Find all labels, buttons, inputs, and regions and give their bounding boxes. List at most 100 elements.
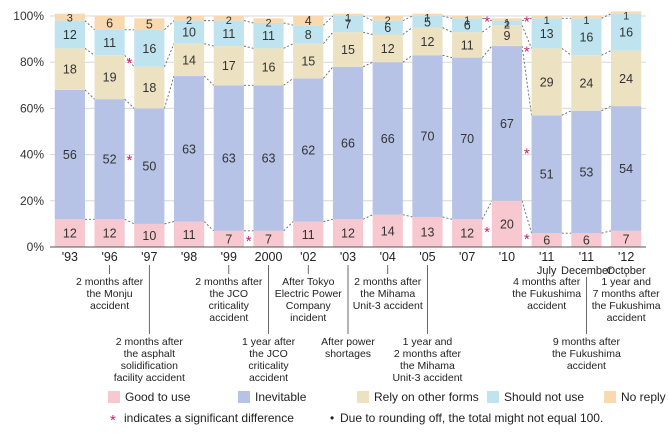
connector-line: [481, 200, 493, 220]
data-label: 52: [103, 153, 117, 167]
bar-stack: 7 54 24 16 1: [611, 10, 642, 247]
data-label: 66: [341, 137, 355, 151]
bar-segment: [571, 16, 602, 19]
event-annotation-line: incident: [290, 312, 326, 324]
bar-stack: 6 53 24 16 1: [571, 15, 602, 248]
connector-line: [442, 15, 453, 19]
data-label: 63: [222, 152, 236, 166]
event-annotation-line: shortages: [325, 348, 371, 360]
connector-line: [164, 20, 175, 31]
data-label: 12: [103, 227, 117, 241]
data-label: 12: [421, 35, 435, 49]
legend-label: Should not use: [504, 390, 584, 404]
event-annotation-line: 2 months after: [195, 276, 263, 288]
bar-segment: [54, 219, 85, 247]
event-annotation-line: 9 months after: [553, 336, 621, 348]
significance-marks: * * * * * * * * *: [127, 14, 530, 250]
data-label: 50: [142, 160, 156, 174]
data-label: 11: [183, 228, 196, 242]
x-tick-sublabel: July: [537, 265, 557, 277]
bar-stack: 12 70 11 61: [452, 15, 483, 247]
connector-line: [283, 22, 294, 26]
x-tick-label: '05: [419, 250, 435, 264]
x-tick-label: '98: [181, 250, 197, 264]
bar-segment: [293, 221, 324, 247]
connector-line: [402, 27, 413, 35]
event-annotation-line: 1 year after: [242, 336, 296, 348]
connector-line: [362, 214, 373, 220]
data-label: 17: [222, 59, 236, 73]
event-annotation-line: After power: [321, 336, 375, 348]
legend-label: Inevitable: [255, 390, 307, 404]
event-annotation-line: Electric Power: [275, 288, 343, 300]
data-label: 16: [579, 30, 593, 44]
bar-segment: [173, 221, 205, 247]
bar-segment: [412, 27, 443, 56]
bar-segment: [253, 22, 284, 49]
bar-segment: [213, 16, 244, 21]
legend: Good to use Inevitable Rely on other forms…: [108, 390, 666, 404]
data-label: 11: [222, 27, 235, 41]
event-annotation-line: accident: [567, 360, 606, 372]
bar-segment: [611, 13, 642, 51]
data-label: 70: [460, 132, 474, 146]
data-label: 7: [623, 232, 630, 246]
bar-segment: [491, 46, 523, 201]
data-label: 7: [345, 18, 352, 32]
event-annotation-line: 2 months after: [116, 336, 184, 348]
connector-line: [243, 45, 254, 49]
data-label: 18: [63, 63, 77, 77]
bar-segment: [293, 25, 324, 44]
bar-segment: [491, 20, 523, 26]
event-annotation-line: accident: [607, 312, 646, 324]
event-annotation-line: After Tokyo: [282, 276, 334, 288]
significance-asterisk: *: [127, 152, 133, 169]
bar-segment: [253, 18, 284, 23]
connector-line: [362, 31, 373, 35]
event-annotation-line: the JCO: [210, 288, 249, 300]
connector-line: [442, 216, 453, 220]
bar-stack: 12 52 19 11 6: [94, 16, 125, 247]
bar-segment: [94, 99, 125, 220]
event-annotation-line: accident: [209, 312, 248, 324]
data-label: 56: [63, 148, 77, 162]
bar-segment: [213, 85, 244, 231]
y-tick-label: 0%: [27, 240, 45, 254]
significance-asterisk: *: [127, 55, 133, 72]
bar-segment: [452, 57, 483, 220]
event-annotation-line: facility accident: [114, 372, 185, 384]
bar-segment: [571, 18, 602, 56]
event-annotation-line: 4 months after: [513, 276, 581, 288]
data-label: 6: [464, 19, 471, 33]
y-tick-label: 40%: [20, 148, 44, 162]
y-axis: 0% 20% 40% 60% 80% 100%: [13, 9, 646, 254]
bar-segment: [571, 55, 602, 111]
bar-segment: [372, 214, 403, 247]
connector-line: [601, 230, 612, 234]
bar-segment: [134, 29, 165, 67]
x-tick-label: '96: [101, 250, 117, 264]
event-annotation-line: 1 year and: [403, 336, 453, 348]
bar-segment: [253, 85, 284, 231]
bar-segment: [372, 34, 403, 63]
bar-segment: [134, 66, 165, 109]
bar-segment: [332, 219, 364, 247]
bar-segment: [54, 48, 85, 90]
bar-segment: [94, 29, 125, 56]
connector-line: [402, 214, 413, 218]
bar-segment: [54, 13, 85, 21]
data-label: 7: [265, 232, 272, 246]
data-label: 2: [504, 20, 510, 32]
event-annotation-line: the Mihama: [400, 360, 455, 372]
bar-segment: [611, 106, 642, 231]
bar-stack: 14 66 12 62: [372, 15, 403, 247]
data-label: 15: [341, 43, 355, 57]
connector-line: [283, 43, 294, 49]
bar-segment: [372, 20, 403, 35]
connector-line: [164, 221, 175, 225]
event-annotation-line: the Fukushima: [552, 348, 621, 360]
connector-line: [561, 47, 572, 56]
data-label: 15: [301, 55, 315, 69]
bar-segment: [332, 32, 364, 67]
